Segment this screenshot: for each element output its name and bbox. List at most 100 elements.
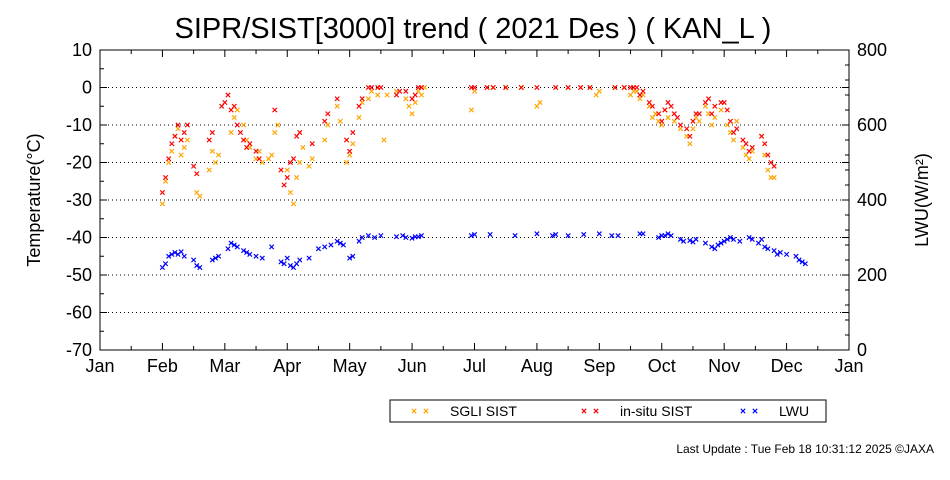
lwu-point: [656, 234, 662, 241]
lwu-point: [721, 238, 727, 244]
x-tick-label: Apr: [273, 356, 301, 376]
sgli-sist-point: [231, 114, 237, 121]
x-tick-label: Sep: [583, 356, 615, 376]
in-situ-sist-point: [578, 84, 584, 91]
lwu-point: [549, 233, 556, 239]
in-situ-sist-point: [325, 111, 331, 117]
in-situ-sist-point: [668, 103, 674, 109]
in-situ-sist-point: [206, 137, 212, 143]
sgli-sist-point: [337, 118, 343, 124]
lwu-point: [178, 249, 184, 255]
sgli-sist-point: [297, 159, 303, 166]
y-tick-label: -30: [66, 190, 92, 210]
x-tick-label: Jan: [834, 356, 863, 376]
in-situ-sist-point: [347, 148, 353, 154]
lwu-point: [209, 257, 215, 263]
sgli-sist-point: [468, 107, 474, 113]
in-situ-sist-point: [166, 156, 172, 162]
in-situ-sist-point: [247, 141, 253, 147]
in-situ-sist-point: [350, 129, 356, 136]
sgli-sist-point: [181, 144, 187, 151]
x-tick-label: Dec: [771, 356, 803, 376]
in-situ-sist-point: [162, 174, 169, 181]
lwu-point: [350, 253, 356, 259]
lwu-point: [709, 244, 715, 250]
in-situ-sist-point: [322, 118, 328, 124]
data-points: [159, 84, 808, 271]
sgli-sist-point: [290, 201, 297, 207]
legend-marker-in-situ-sist: [593, 408, 599, 414]
sgli-sist-point: [718, 107, 724, 113]
y2-tick-label: 200: [857, 265, 887, 285]
sgli-sist-point: [384, 92, 390, 98]
in-situ-sist-point: [734, 126, 740, 132]
in-situ-sist-point: [712, 103, 718, 109]
lwu-point: [471, 231, 478, 238]
in-situ-sist-point: [677, 122, 684, 128]
in-situ-sist-point: [640, 88, 646, 94]
lwu-point: [749, 236, 755, 242]
lwu-point: [783, 251, 790, 257]
in-situ-sist-point: [727, 118, 733, 124]
sgli-sist-point: [677, 126, 684, 132]
lwu-point: [400, 233, 406, 239]
lwu-point: [372, 234, 378, 241]
sgli-sist-point: [403, 96, 409, 102]
legend-label-lwu: LWU: [779, 403, 809, 419]
sgli-sist-point: [228, 129, 234, 136]
in-situ-sist-point: [765, 152, 771, 158]
in-situ-sist-point: [634, 84, 640, 91]
in-situ-sist-point: [471, 84, 478, 91]
sgli-sist-point: [709, 122, 715, 128]
lwu-point: [169, 251, 175, 257]
in-situ-sist-point: [656, 111, 662, 117]
in-situ-sist-point: [587, 84, 593, 91]
lwu-point: [737, 238, 743, 244]
grid-lines: [100, 87, 849, 313]
sgli-sist-point: [702, 103, 709, 109]
lwu-point: [418, 233, 425, 239]
lwu-point: [253, 253, 259, 259]
in-situ-sist-point: [284, 174, 290, 181]
in-situ-sist-point: [184, 122, 190, 128]
sgli-sist-point: [334, 103, 340, 109]
chart-title: SIPR/SIST[3000] trend ( 2021 Des ) ( KAN…: [175, 13, 772, 45]
sgli-sist-point: [216, 152, 222, 158]
y-axis-label: Temperature(°C): [24, 133, 44, 266]
lwu-point: [727, 234, 733, 241]
in-situ-sist-point: [649, 103, 655, 109]
lwu-point: [228, 240, 234, 246]
lwu-point: [596, 231, 602, 237]
sgli-sist-point: [162, 178, 169, 184]
in-situ-sist-point: [771, 163, 777, 169]
y-tick-label: -70: [66, 340, 92, 360]
in-situ-sist-point: [662, 107, 668, 113]
in-situ-sist-point: [674, 114, 680, 121]
sgli-sist-point: [343, 159, 350, 166]
in-situ-sist-point: [234, 122, 240, 128]
x-tick-label: Jan: [85, 356, 114, 376]
legend-label-in-situ-sist: in-situ SIST: [620, 403, 693, 419]
in-situ-sist-point: [418, 84, 425, 91]
lwu-point: [777, 249, 783, 256]
sgli-sist-point: [300, 144, 306, 151]
in-situ-sist-point: [397, 88, 403, 94]
lwu-point: [315, 246, 322, 252]
y-tick-label: -60: [66, 303, 92, 323]
sgli-sist-point: [409, 111, 415, 117]
lwu-point: [468, 233, 474, 239]
last-update-footer: Last Update : Tue Feb 18 10:31:12 2025 ©…: [676, 442, 934, 456]
in-situ-sist-point: [278, 167, 284, 173]
lwu-point: [240, 248, 247, 254]
sgli-sist-point: [596, 88, 602, 94]
y2-tick-label: 400: [857, 190, 887, 210]
in-situ-sist-point: [209, 129, 215, 136]
in-situ-sist-point: [687, 133, 693, 139]
y-tick-label: -20: [66, 153, 92, 173]
lwu-point: [234, 244, 240, 250]
in-situ-sist-point: [256, 156, 262, 162]
lwu-point: [378, 233, 384, 239]
sgli-sist-point: [272, 129, 278, 136]
sgli-sist-point: [322, 137, 328, 143]
in-situ-sist-point: [359, 96, 365, 102]
